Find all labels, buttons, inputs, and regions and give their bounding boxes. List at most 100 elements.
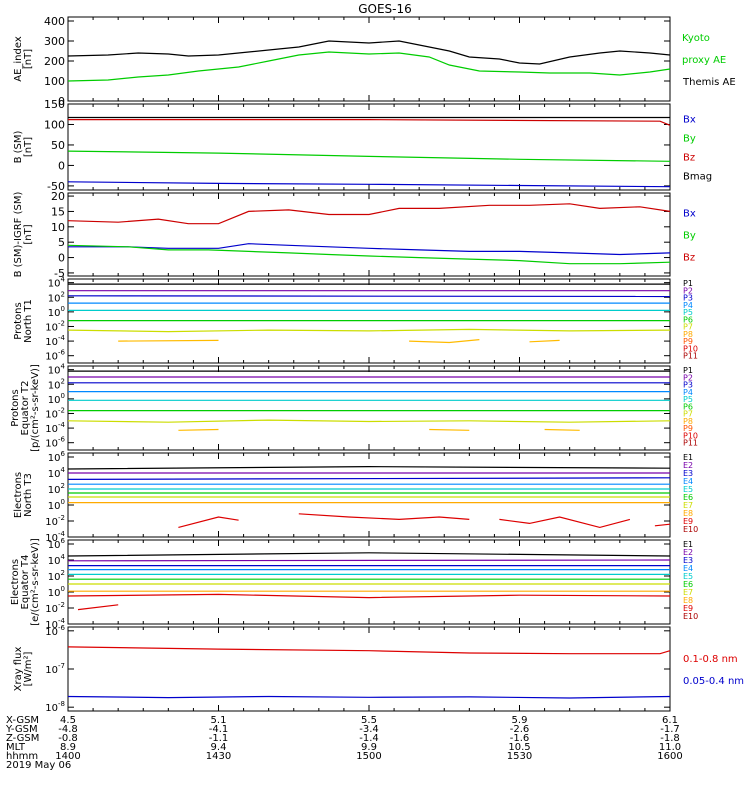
x-row-value: 1600 (657, 751, 682, 762)
y-tick-label: -5 (54, 267, 65, 280)
legend-label: E4 (683, 477, 693, 486)
panel-ae: 0 100 200 300 400 AE_index [nT] Kyoto proxy AE Th… (13, 15, 736, 108)
y-tick-label: 100 (44, 118, 65, 131)
y-axis-label: Protons (10, 389, 21, 426)
y-tick-label: 300 (44, 35, 65, 48)
legend-label: P9 (683, 337, 693, 346)
y-axis-label: [e/(cm²-s-sr-keV)] (30, 538, 41, 626)
series-e9c (499, 516, 631, 529)
series-p3 (67, 295, 671, 298)
y-tick-label: 104 (48, 466, 66, 480)
y-tick-label: 50 (51, 139, 65, 152)
legend-label: E7 (683, 588, 693, 597)
x-axis-annotations: X-GSM 4.5 5.1 5.5 5.9 6.1 Y-GSM -4.8 -4.1 -3.4 -2.… (5, 715, 683, 771)
legend-label: E9 (683, 604, 693, 613)
panel-frame (67, 16, 671, 102)
legend-label: By (683, 231, 696, 242)
y-tick-label: 0 (58, 159, 65, 172)
y-tick-label: 104 (48, 276, 66, 290)
x-row-value: 8.9 (60, 742, 76, 753)
legend-label: E6 (683, 580, 693, 589)
legend-label: E10 (683, 612, 698, 621)
y-axis-label: Xray flux (13, 647, 24, 692)
x-row-value: -1.1 (209, 733, 229, 744)
legend-label: E4 (683, 564, 693, 573)
y-tick-label: 10-2 (45, 601, 65, 615)
y-axis-label: North T1 (23, 299, 34, 343)
series-by (67, 150, 671, 162)
series-themis-ae (67, 40, 671, 65)
series-p8 (178, 428, 219, 431)
legend-label: E1 (683, 453, 693, 462)
x-row-value: 1530 (507, 751, 532, 762)
panel-frame (67, 365, 671, 451)
y-tick-label: 10-6 (45, 436, 65, 450)
legend-label: P11 (683, 439, 698, 448)
legend-label: P2 (683, 373, 693, 382)
legend-label: E5 (683, 572, 693, 581)
legend-label: P4 (683, 301, 693, 310)
x-row-label: Z-GSM (6, 733, 39, 744)
series-e10 (77, 604, 119, 611)
series-p8c (544, 428, 580, 431)
y-tick-label: 5 (58, 236, 65, 249)
x-row-value: 5.1 (211, 715, 227, 726)
y-axis-label: [W/m²] (23, 651, 34, 686)
legend-label: E2 (683, 461, 693, 470)
legend-label: Kyoto (682, 33, 710, 44)
y-tick-label: 102 (48, 377, 65, 391)
legend-label: E9 (683, 517, 693, 526)
legend-label: E3 (683, 469, 693, 478)
y-axis-label: [nT] (23, 49, 34, 69)
y-tick-label: 100 (48, 498, 65, 512)
x-row-value: 9.4 (211, 742, 227, 753)
legend-label: Bx (683, 209, 696, 220)
legend-label: P11 (683, 352, 698, 361)
series-p7 (67, 328, 671, 333)
y-tick-label: 104 (48, 553, 66, 567)
legend-label: E6 (683, 493, 693, 502)
x-row-value: 1500 (356, 751, 381, 762)
y-tick-label: 100 (48, 585, 65, 599)
series-p7 (67, 419, 671, 423)
panel-bigrf: -5 0 5 10 15 20 B (SM)-IGRF (SM) [nT] Bx By Bz (13, 190, 696, 280)
x-row-value: -4.1 (209, 724, 229, 735)
x-row-value: 5.9 (512, 715, 528, 726)
series-0-05-0-4-nm (67, 695, 671, 699)
y-tick-label: 100 (48, 392, 65, 406)
legend-label: P2 (683, 286, 693, 295)
legend-label: P10 (683, 431, 698, 440)
y-tick-label: 150 (44, 98, 65, 111)
y-tick-label: 106 (48, 450, 66, 464)
series-bz (67, 203, 671, 225)
y-axis-label: [p/(cm²-s-sr-keV)] (30, 364, 41, 452)
x-row-value: 10.5 (508, 742, 530, 753)
y-tick-label: 10-6 (45, 349, 65, 363)
legend-label: P7 (683, 410, 693, 419)
legend-label: P5 (683, 308, 693, 317)
y-axis-label: North T3 (23, 473, 34, 517)
series-e9 (178, 516, 239, 528)
x-row-value: 9.9 (361, 742, 377, 753)
legend-label: E5 (683, 485, 693, 494)
legend-label: P6 (683, 315, 693, 324)
x-row-label: hhmm (6, 751, 38, 762)
series-bx (68, 243, 671, 256)
y-axis-label: [nT] (23, 137, 34, 157)
x-row-value: 6.1 (662, 715, 678, 726)
y-tick-label: 10-2 (45, 514, 65, 528)
y-axis-label: AE_index (13, 36, 24, 82)
y-tick-label: 10-6 (45, 624, 65, 638)
y-axis-label: B (SM) (13, 130, 24, 163)
x-row-value: 5.5 (361, 715, 377, 726)
y-axis-label: Protons (13, 302, 24, 339)
series-p8c (529, 339, 560, 343)
x-row-value: -2.6 (510, 724, 530, 735)
x-row-label: MLT (6, 742, 26, 753)
legend-label: E10 (683, 525, 698, 534)
legend-label: E8 (683, 509, 693, 518)
series-by (67, 244, 671, 265)
legend-label: P1 (683, 366, 693, 375)
